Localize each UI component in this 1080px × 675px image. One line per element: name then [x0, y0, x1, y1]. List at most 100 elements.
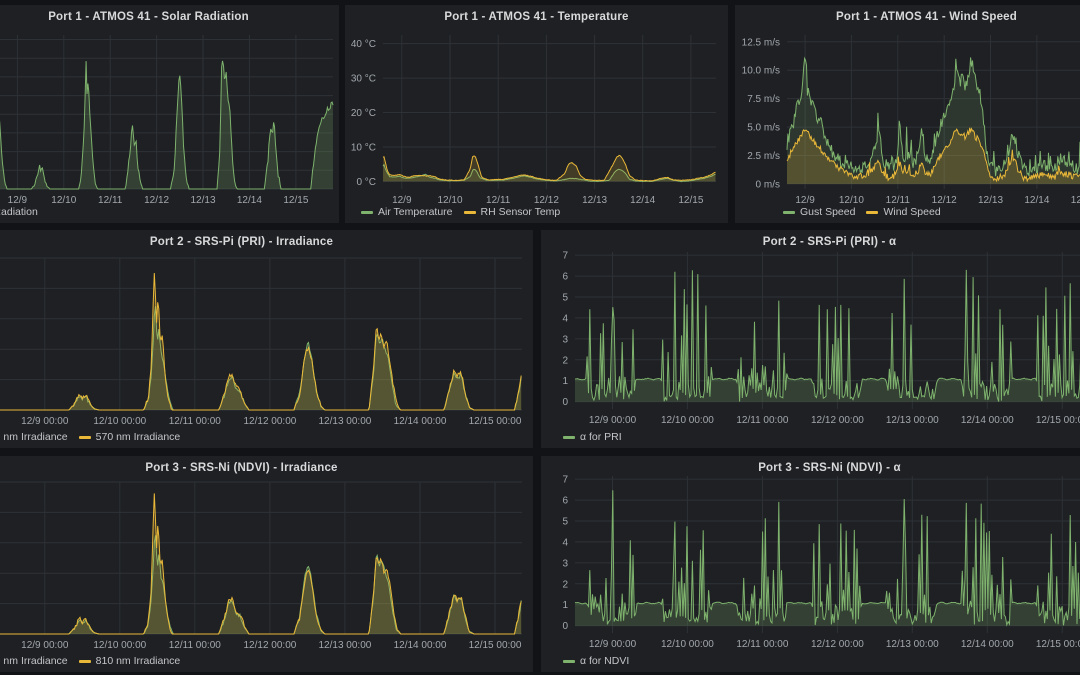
series-area-RH Sensor Temp: [383, 155, 716, 182]
x-tick-label: 12/11 00:00: [169, 640, 222, 651]
panel-port1-wind-speed: Port 1 - ATMOS 41 - Wind Speed 12/9 12/10…: [735, 5, 1080, 223]
y-tick-label: 0 °C: [356, 177, 376, 188]
y-tick-label: 7.5 m/s: [747, 94, 780, 105]
panel-title[interactable]: Port 2 - SRS-Pi (PRI) - Irradiance: [149, 236, 334, 248]
y-tick-label: 6: [562, 496, 568, 507]
x-tick-label: 12/14 00:00: [394, 640, 447, 651]
legend-series-label: α for NDVI: [580, 655, 630, 667]
chart-canvas[interactable]: 12/9 12/10 12/11 12/12 12/13 12/14 12/15 0 °C 10…: [345, 5, 728, 223]
panel-port3-ndvi-alpha: Port 3 - SRS-Ni (NDVI) - α 12/9 00:00 12/…: [541, 456, 1080, 672]
x-tick-label: 12/9 00:00: [589, 639, 637, 650]
chart-canvas[interactable]: 12/9 00:00 12/10 00:00 12/11 00:00 12/12 00…: [0, 456, 533, 672]
legend-item[interactable]: 531 nm Irradiance: [0, 431, 68, 443]
x-tick-label: 12/10: [437, 195, 462, 206]
chart-legend: Solar Radiation: [0, 206, 38, 218]
chart-legend: Air Temperature RH Sensor Temp: [361, 206, 560, 218]
legend-series-marker-icon: [563, 659, 575, 663]
legend-series-marker-icon: [563, 435, 575, 439]
legend-item[interactable]: 810 nm Irradiance: [78, 655, 181, 667]
legend-item[interactable]: α for NDVI: [563, 655, 629, 667]
x-tick-label: 12/12 00:00: [811, 415, 864, 426]
y-tick-label: 5.0 m/s: [747, 123, 780, 134]
legend-item[interactable]: Solar Radiation: [0, 206, 38, 218]
x-tick-label: 12/15: [1071, 195, 1080, 206]
chart-canvas[interactable]: 12/9 00:00 12/10 00:00 12/11 00:00 12/12 00…: [541, 456, 1080, 672]
legend-series-label: α for PRI: [580, 431, 622, 443]
series-line-RH Sensor Temp: [382, 154, 716, 182]
x-tick-label: 12/13: [582, 195, 607, 206]
panel-title[interactable]: Port 1 - ATMOS 41 - Solar Radiation: [48, 11, 249, 23]
series-line-Wind Speed: [786, 127, 1080, 183]
chart-canvas[interactable]: 12/9 12/10 12/11 12/12 12/13 12/14 12/15: [0, 5, 339, 223]
legend-series-label: Air Temperature: [378, 206, 453, 218]
panel-title[interactable]: Port 2 - SRS-Pi (PRI) - α: [762, 236, 897, 248]
panel-port3-ndvi-irradiance: Port 3 - SRS-Ni (NDVI) - Irradiance 12/9…: [0, 456, 533, 672]
series-line-α for NDVI: [574, 490, 1080, 627]
x-tick-label: 12/11 00:00: [736, 415, 789, 426]
x-tick-label: 12/14 00:00: [394, 416, 447, 427]
legend-series-marker-icon: [361, 210, 373, 214]
x-tick-label: 12/10 00:00: [661, 415, 714, 426]
legend-series-marker-icon: [783, 210, 795, 214]
y-tick-label: 3: [562, 334, 568, 345]
x-tick-label: 12/15: [283, 195, 308, 206]
legend-item[interactable]: α for PRI: [563, 431, 622, 443]
series-area-650 nm Irradiance: [0, 535, 522, 634]
series-line-Air Temperature: [382, 163, 716, 183]
x-tick-label: 12/10 00:00: [661, 639, 714, 650]
y-tick-label: 20 °C: [351, 108, 376, 119]
y-tick-label: 40 °C: [351, 39, 376, 50]
chart-canvas[interactable]: 12/9 12/10 12/11 12/12 12/13 12/14 12/15 0 m/s 2…: [735, 5, 1080, 223]
panel-title[interactable]: Port 3 - SRS-Ni (NDVI) - Irradiance: [145, 462, 338, 474]
x-tick-label: 12/13: [190, 195, 215, 206]
series-line-Gust Speed: [786, 56, 1080, 177]
chart-svg: 12/9 00:00 12/10 00:00 12/11 00:00 12/12 00…: [0, 257, 522, 427]
x-tick-label: 12/13 00:00: [318, 640, 371, 651]
chart-legend: α for NDVI: [563, 655, 629, 667]
x-tick-label: 12/11: [886, 195, 911, 206]
y-tick-label: 2.5 m/s: [747, 151, 780, 162]
series-area-Air Temperature: [383, 164, 716, 182]
x-tick-label: 12/15 00:00: [469, 416, 522, 427]
x-tick-label: 12/11: [486, 195, 511, 206]
y-tick-label: 5: [562, 517, 568, 528]
legend-item[interactable]: 650 nm Irradiance: [0, 655, 68, 667]
chart-svg: 12/9 12/10 12/11 12/12 12/13 12/14 12/15 0 m/s 2…: [742, 35, 1080, 206]
chart-canvas[interactable]: 12/9 00:00 12/10 00:00 12/11 00:00 12/12 00…: [0, 230, 533, 448]
y-tick-label: 4: [562, 537, 568, 548]
legend-item[interactable]: RH Sensor Temp: [463, 206, 560, 218]
series-area-810 nm Irradiance: [0, 493, 522, 634]
legend-series-label: 531 nm Irradiance: [0, 431, 68, 443]
panel-title[interactable]: Port 1 - ATMOS 41 - Temperature: [444, 11, 629, 23]
x-tick-label: 12/11 00:00: [736, 639, 789, 650]
legend-series-marker-icon: [463, 210, 476, 214]
y-tick-label: 3: [562, 558, 568, 569]
series-area-Wind Speed: [787, 127, 1080, 184]
chart-canvas[interactable]: 12/9 00:00 12/10 00:00 12/11 00:00 12/12 00…: [541, 230, 1080, 448]
legend-item[interactable]: Air Temperature: [361, 206, 453, 218]
x-tick-label: 12/12: [534, 195, 559, 206]
x-tick-label: 12/14: [237, 195, 262, 206]
legend-series-label: Solar Radiation: [0, 206, 38, 218]
legend-series-label: 810 nm Irradiance: [95, 655, 181, 667]
y-tick-label: 5: [562, 293, 568, 304]
legend-item[interactable]: Gust Speed: [783, 206, 855, 218]
x-tick-label: 12/14: [1024, 195, 1049, 206]
x-tick-label: 12/15 00:00: [1036, 415, 1080, 426]
panel-title[interactable]: Port 3 - SRS-Ni (NDVI) - α: [758, 462, 901, 474]
panel-port1-solar-radiation: Port 1 - ATMOS 41 - Solar Radiation 12/9…: [0, 5, 339, 223]
legend-item[interactable]: 570 nm Irradiance: [78, 431, 180, 443]
x-tick-label: 12/9: [8, 195, 28, 206]
x-tick-label: 12/15 00:00: [1036, 639, 1080, 650]
y-tick-label: 0 m/s: [756, 179, 780, 190]
x-tick-label: 12/15 00:00: [469, 640, 522, 651]
y-tick-label: 0: [562, 397, 568, 408]
panel-title[interactable]: Port 1 - ATMOS 41 - Wind Speed: [836, 11, 1017, 23]
legend-item[interactable]: Wind Speed: [866, 206, 941, 218]
x-tick-label: 12/15: [678, 195, 703, 206]
series-area-Solar Radiation: [0, 60, 333, 189]
y-tick-label: 4: [562, 313, 568, 324]
legend-series-marker-icon: [866, 210, 879, 214]
x-tick-label: 12/12 00:00: [811, 639, 864, 650]
y-tick-label: 6: [562, 272, 568, 283]
